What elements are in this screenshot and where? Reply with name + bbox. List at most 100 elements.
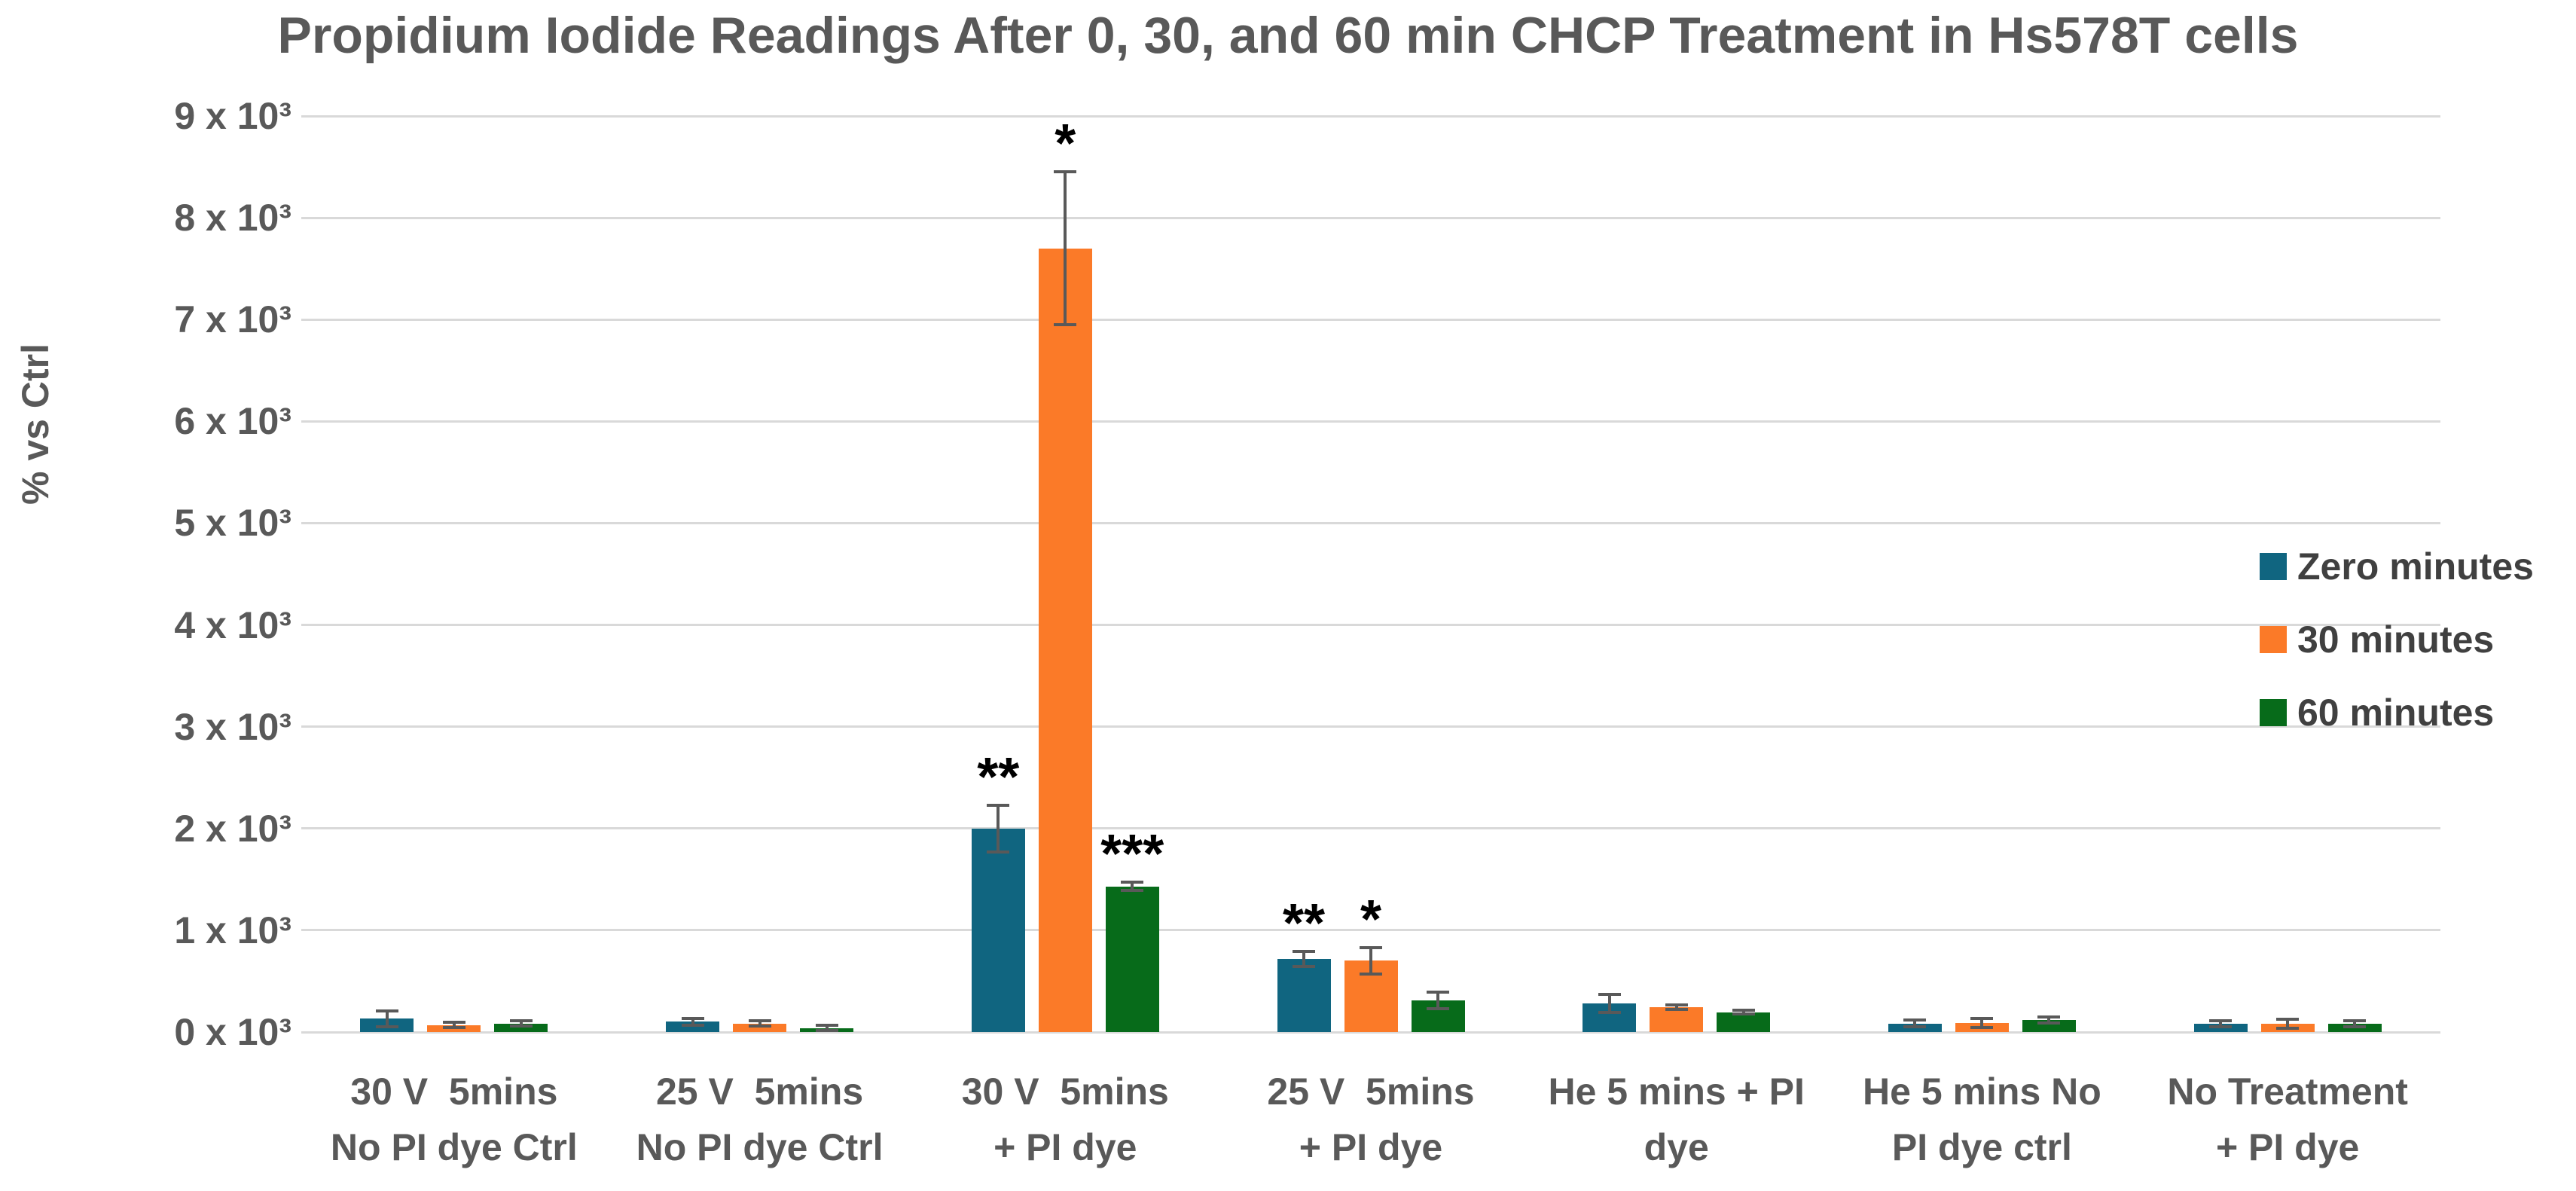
error-bar-cap (1054, 170, 1077, 174)
legend: Zero minutes 30 minutes 60 minutes (2260, 545, 2534, 766)
gridline (301, 318, 2440, 321)
error-bar-cap (748, 1024, 771, 1028)
error-bar-cap (1427, 991, 1449, 994)
error-bar-cap (1121, 889, 1144, 893)
bar-zero-minutes (971, 828, 1025, 1032)
error-bar-cap (681, 1017, 704, 1021)
error-bar-cap (442, 1021, 465, 1025)
error-bar (1674, 1004, 1678, 1010)
error-bar-cap (681, 1023, 704, 1027)
bar-60-minutes (2022, 1019, 2076, 1032)
error-bar-cap (1121, 881, 1144, 884)
error-bar-cap (815, 1024, 838, 1028)
error-bar (452, 1022, 456, 1028)
error-bar-cap (2209, 1025, 2233, 1029)
gridline (301, 624, 2440, 627)
error-bar-cap (2037, 1021, 2061, 1025)
gridline (301, 929, 2440, 932)
error-bar (758, 1021, 762, 1026)
chart-title: Propidium Iodide Readings After 0, 30, a… (277, 7, 2299, 64)
x-category-label: No Treatment + PI dye (2167, 1070, 2408, 1168)
error-bar-cap (2276, 1018, 2300, 1022)
x-category-label: 25 V 5mins + PI dye (1267, 1070, 1475, 1168)
legend-item: 60 minutes (2260, 692, 2534, 734)
x-category-label: 30 V 5mins No PI dye Ctrl (330, 1070, 578, 1168)
y-axis-tick-label: 7 x 10³ (174, 298, 291, 341)
error-bar-cap (509, 1019, 533, 1023)
error-bar (1064, 172, 1067, 325)
error-bar-cap (987, 850, 1010, 854)
error-bar-cap (1598, 993, 1621, 996)
error-bar (2353, 1021, 2357, 1028)
plot-area: ** ** * * *** (301, 114, 2440, 1034)
bar-30-minutes (1650, 1006, 1704, 1032)
y-axis-tick-label: 1 x 10³ (174, 909, 291, 951)
y-axis-tick-label: 3 x 10³ (174, 705, 291, 748)
error-bar (1369, 947, 1372, 974)
gridline (301, 115, 2440, 118)
legend-swatch (2260, 553, 2287, 580)
legend-swatch (2260, 626, 2287, 653)
significance-stars: ** (1282, 893, 1326, 954)
x-category-label: 30 V 5mins + PI dye (961, 1070, 1169, 1168)
y-axis-tick-label: 4 x 10³ (174, 603, 291, 646)
error-bar-cap (987, 803, 1010, 807)
significance-stars: *** (1100, 824, 1164, 885)
bar-60-minutes (494, 1023, 548, 1032)
gridline (301, 827, 2440, 830)
error-bar-cap (1360, 972, 1382, 976)
error-bar (1980, 1018, 1984, 1028)
error-bar-cap (2276, 1027, 2300, 1031)
error-bar (1131, 882, 1134, 891)
legend-label: Zero minutes (2297, 545, 2534, 588)
x-category-label: 25 V 5mins No PI dye Ctrl (636, 1070, 884, 1168)
error-bar (2286, 1019, 2290, 1029)
error-bar-cap (2037, 1015, 2061, 1018)
error-bar-cap (2343, 1025, 2367, 1029)
bar-60-minutes (1105, 886, 1159, 1032)
error-bar (1913, 1020, 1917, 1027)
error-bar-cap (1293, 964, 1315, 968)
error-bar-cap (375, 1025, 398, 1028)
significance-stars: * (1055, 114, 1076, 175)
error-bar-cap (1970, 1025, 1994, 1029)
gridline (301, 420, 2440, 423)
error-bar-cap (1293, 949, 1315, 953)
legend-label: 30 minutes (2297, 618, 2495, 661)
error-bar (825, 1025, 829, 1031)
significance-stars: ** (977, 747, 1020, 808)
error-bar (2219, 1021, 2223, 1028)
gridline (301, 521, 2440, 524)
legend-item: Zero minutes (2260, 545, 2534, 588)
legend-swatch (2260, 699, 2287, 726)
error-bar-cap (509, 1024, 533, 1028)
error-bar-cap (442, 1025, 465, 1029)
error-bar (1436, 992, 1439, 1009)
y-axis-tick-label: 8 x 10³ (174, 197, 291, 240)
error-bar-cap (1427, 1006, 1449, 1010)
error-bar-cap (1903, 1018, 1927, 1022)
error-bar-cap (1360, 945, 1382, 949)
significance-stars: * (1360, 889, 1382, 950)
y-axis-tick-label: 9 x 10³ (174, 95, 291, 137)
y-axis-tick-label: 6 x 10³ (174, 400, 291, 443)
error-bar (1302, 951, 1305, 967)
x-category-label: He 5 mins + PI dye (1548, 1070, 1805, 1168)
y-axis-tick-label: 2 x 10³ (174, 807, 291, 850)
error-bar-cap (375, 1009, 398, 1013)
bar-zero-minutes (666, 1022, 720, 1032)
error-bar (385, 1011, 389, 1027)
error-bar-cap (2209, 1019, 2233, 1023)
error-bar-cap (1732, 1008, 1755, 1012)
legend-item: 30 minutes (2260, 618, 2534, 661)
x-category-label: He 5 mins No PI dye ctrl (1863, 1070, 2101, 1168)
error-bar-cap (1665, 1003, 1688, 1006)
error-bar (997, 805, 1000, 852)
error-bar-cap (1970, 1016, 1994, 1020)
error-bar (691, 1018, 694, 1025)
error-bar-cap (1598, 1011, 1621, 1015)
bar-30-minutes (1038, 248, 1092, 1032)
error-bar-cap (1903, 1025, 1927, 1028)
error-bar-cap (1665, 1008, 1688, 1012)
